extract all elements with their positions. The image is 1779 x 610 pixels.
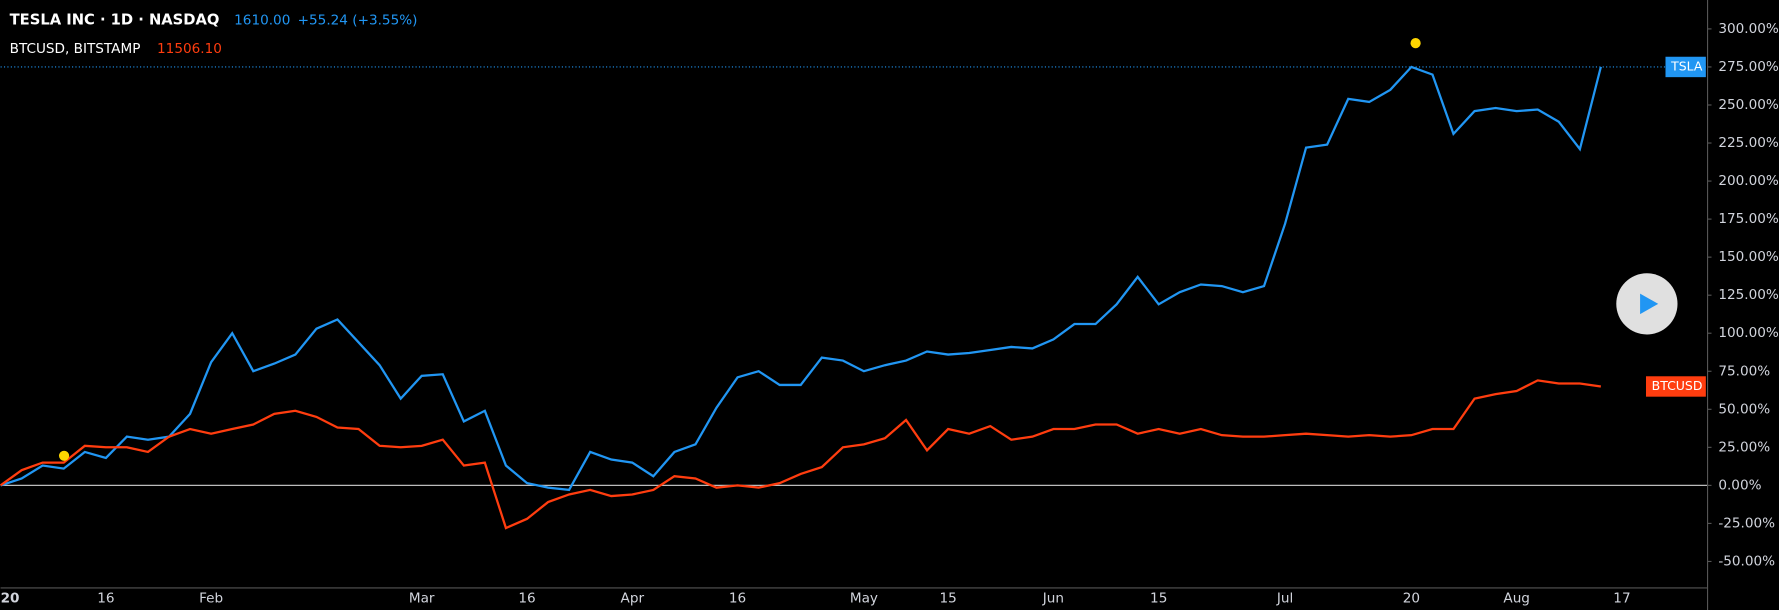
y-tick-label: 300.00% <box>1718 21 1779 37</box>
y-tick-label: 225.00% <box>1718 135 1779 151</box>
play-button[interactable] <box>1616 273 1678 335</box>
price: 1610.00 <box>234 12 290 28</box>
subtitle: BTCUSD, BITSTAMP <box>10 41 141 57</box>
y-tick-label: 125.00% <box>1718 287 1779 303</box>
y-tick-label: -25.00% <box>1718 515 1775 531</box>
x-tick-label: Feb <box>199 591 223 607</box>
x-tick-label: 17 <box>1613 591 1630 607</box>
series-badge-label: BTCUSD <box>1652 378 1703 393</box>
x-tick-label: Mar <box>409 591 435 607</box>
x-tick-label: 15 <box>939 591 956 607</box>
y-tick-label: 0.00% <box>1718 477 1761 493</box>
y-tick-label: 25.00% <box>1718 439 1770 455</box>
x-tick-label: 20 <box>1403 591 1420 607</box>
y-tick-label: 200.00% <box>1718 173 1779 189</box>
plot: -50.00% -25.00% 0.00% 25.00% 50.00% 75.00% 100… <box>0 21 1779 607</box>
y-tick-label: 75.00% <box>1718 363 1770 379</box>
series-line <box>0 379 1602 530</box>
y-tick-label: 150.00% <box>1718 249 1779 265</box>
series-badge <box>1645 376 1706 397</box>
y-tick-label: 100.00% <box>1718 325 1779 341</box>
x-tick-label: 20 <box>1 591 20 607</box>
x-tick-label: May <box>850 591 878 607</box>
x-tick-label: Apr <box>621 591 645 607</box>
series-line <box>0 65 1602 492</box>
event-marker[interactable] <box>1410 37 1421 49</box>
subtitle-price: 11506.10 <box>157 41 222 57</box>
y-tick-label: 250.00% <box>1718 97 1779 113</box>
y-tick-label: 275.00% <box>1718 59 1779 75</box>
chart-title: TESLA INC · 1D · NASDAQ <box>10 11 220 28</box>
x-tick-label: Jun <box>1042 591 1064 607</box>
y-tick-label: 50.00% <box>1718 401 1770 417</box>
x-tick-label: 16 <box>518 591 535 607</box>
y-tick-label: 175.00% <box>1718 211 1779 227</box>
event-marker[interactable] <box>58 450 70 461</box>
x-tick-label: 16 <box>97 591 114 607</box>
x-tick-label: 16 <box>729 591 746 607</box>
x-tick-label: Aug <box>1503 591 1530 607</box>
price-change: +55.24 (+3.55%) <box>298 12 418 28</box>
series-badge <box>1665 56 1706 78</box>
x-tick-label: Jul <box>1276 591 1293 607</box>
x-tick-label: 15 <box>1150 591 1167 607</box>
y-tick-label: -50.00% <box>1718 553 1775 569</box>
series-badge-label: TSLA <box>1670 58 1703 73</box>
